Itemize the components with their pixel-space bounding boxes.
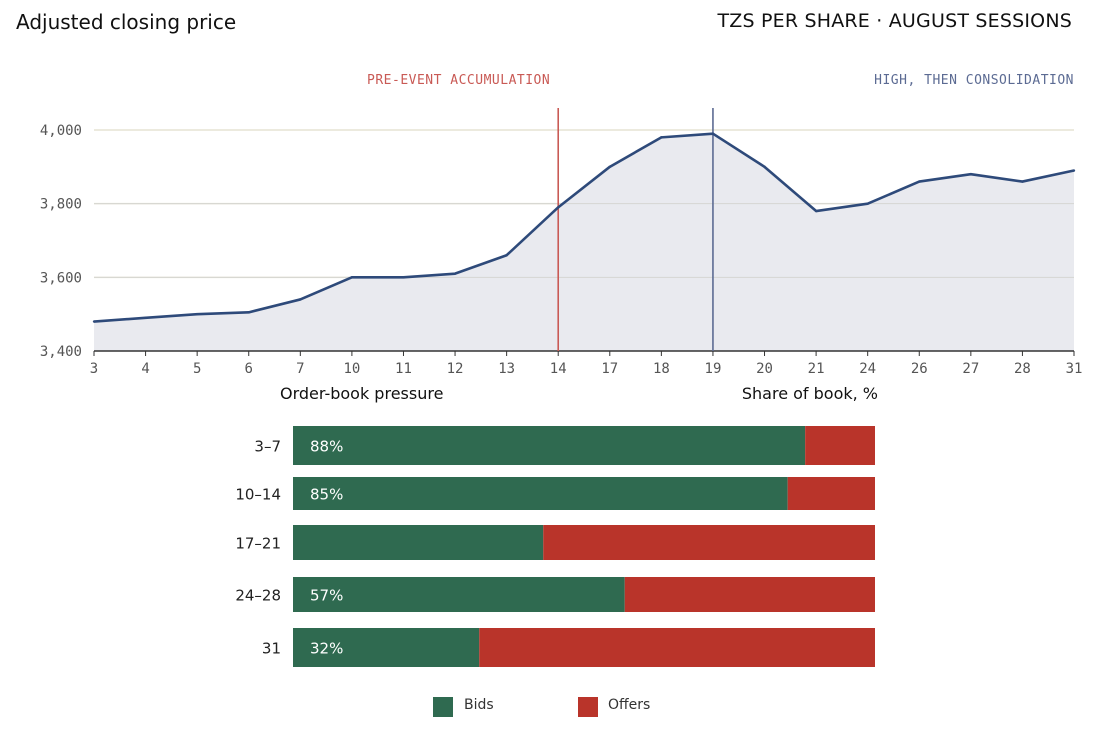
x-tick-label: 11: [395, 361, 412, 377]
price-point: [299, 298, 302, 301]
x-tick-label: 19: [705, 361, 722, 377]
y-tick-label: 3,800: [40, 197, 82, 213]
bar-category-label: 24–28: [235, 587, 281, 605]
bar-category-label: 10–14: [235, 486, 281, 504]
y-tick-label: 4,000: [40, 123, 82, 139]
bar-category-label: 3–7: [254, 438, 281, 456]
price-point: [92, 320, 96, 323]
bar-offers: [543, 525, 875, 560]
x-tick-label: 24: [859, 361, 876, 377]
price-point: [350, 276, 354, 279]
bar-bids: [293, 426, 806, 465]
price-point: [814, 209, 818, 213]
bar-value-label: 32%: [310, 640, 343, 658]
x-tick-label: 3: [90, 361, 98, 377]
bar-offers: [787, 477, 875, 510]
x-tick-label: 27: [962, 361, 979, 377]
bar-offers: [479, 628, 875, 667]
price-point: [505, 254, 508, 257]
x-tick-label: 6: [245, 361, 253, 377]
chart-title: Adjusted closing price: [16, 10, 237, 34]
price-area: [94, 133, 1074, 351]
x-tick-label: 12: [447, 361, 464, 377]
price-point: [453, 272, 457, 275]
price-point: [969, 173, 973, 176]
price-point: [711, 132, 715, 135]
bar-value-label: 88%: [310, 438, 343, 456]
x-tick-label: 5: [193, 361, 201, 377]
x-tick-label: 14: [550, 361, 567, 377]
bar-bids: [293, 628, 480, 667]
price-point: [763, 165, 766, 169]
price-point: [195, 312, 199, 316]
bar-category-label: 31: [262, 640, 281, 658]
price-line: [93, 132, 1075, 323]
x-tick-label: 21: [808, 361, 825, 377]
bar-chart-title: Order-book pressure: [280, 384, 443, 403]
bar-offers: [624, 577, 875, 612]
x-tick-label: 31: [1066, 361, 1083, 377]
price-point: [608, 165, 611, 169]
y-tick-label: 3,400: [40, 344, 82, 360]
legend-swatch-offers: [578, 697, 598, 717]
bar-value-label: 57%: [310, 587, 343, 605]
bar-category-label: 17–21: [235, 535, 281, 553]
price-point: [866, 202, 869, 205]
price-point: [247, 311, 250, 314]
x-tick-label: 4: [141, 361, 149, 377]
x-tick-label: 28: [1014, 361, 1031, 377]
bar-offers: [805, 426, 875, 465]
event-marker-label: HIGH, THEN CONSOLIDATION: [874, 73, 1074, 88]
x-tick-label: 18: [653, 361, 670, 377]
y-tick-label: 3,600: [40, 270, 82, 286]
legend-label-bids: Bids: [464, 697, 494, 713]
x-tick-label: 7: [296, 361, 304, 377]
chart-subtitle: TZS PER SHARE · AUGUST SESSIONS: [717, 10, 1072, 32]
price-point: [1021, 180, 1024, 183]
price-point: [660, 136, 663, 139]
bar-value-label: 85%: [310, 486, 343, 504]
price-point: [1072, 169, 1076, 172]
price-point: [402, 276, 405, 279]
x-tick-label: 17: [601, 361, 618, 377]
bar-chart-x-label: Share of book, %: [742, 384, 878, 403]
x-tick-label: 10: [343, 361, 360, 377]
bar-bids: [293, 525, 544, 560]
legend-label-offers: Offers: [608, 697, 650, 713]
legend-swatch-bids: [433, 697, 453, 717]
price-point: [144, 316, 147, 320]
x-tick-label: 13: [498, 361, 515, 377]
x-tick-label: 26: [911, 361, 928, 377]
x-tick-label: 20: [756, 361, 773, 377]
event-marker-label: PRE-EVENT ACCUMULATION: [367, 73, 550, 88]
price-point: [918, 180, 921, 183]
order-book-bar-chart: Order-book pressure Share of book, % 3–7 88…: [235, 384, 878, 717]
bar-bids: [293, 577, 625, 612]
bar-bids: [293, 477, 788, 510]
price-point: [557, 206, 560, 209]
price-line-chart: 3,400 3,600 3,800 4,000 3 4 5 6 7 10 11 12 13 14 17 18 1…: [40, 73, 1083, 377]
